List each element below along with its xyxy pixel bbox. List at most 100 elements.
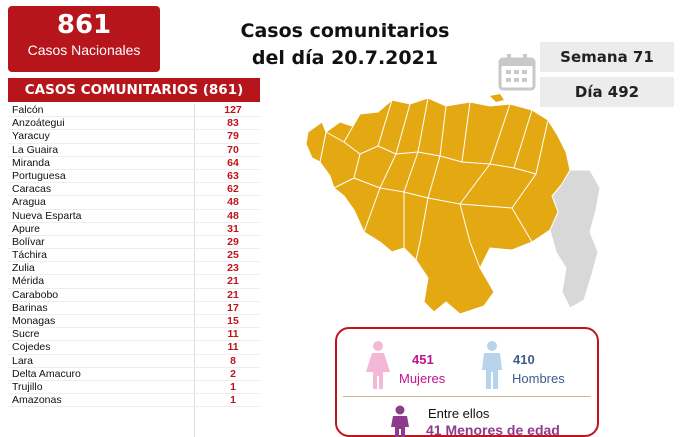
state-name: Zulia — [12, 262, 35, 275]
list-item: Sucre 11 — [8, 328, 260, 342]
national-cases-box: 861 Casos Nacionales — [8, 6, 160, 72]
state-case-count: 62 — [227, 183, 239, 196]
female-label: Mujeres — [399, 371, 446, 386]
among-them-label: Entre ellos — [428, 406, 490, 421]
row-divider — [8, 142, 260, 144]
list-item: Yaracuy 79 — [8, 130, 260, 144]
row-divider — [8, 327, 260, 329]
state-name: Caracas — [12, 183, 52, 196]
gender-breakdown-box — [335, 327, 599, 437]
list-item: Táchira 25 — [8, 249, 260, 263]
state-name: Yaracuy — [12, 130, 50, 143]
row-divider — [8, 208, 260, 210]
day-box: Día 492 — [540, 77, 674, 107]
state-name: Amazonas — [12, 394, 62, 407]
list-item: Falcón 127 — [8, 104, 260, 118]
row-divider — [8, 393, 260, 395]
state-name: Carabobo — [12, 288, 59, 301]
state-case-count: 63 — [227, 169, 239, 182]
row-divider — [8, 155, 260, 157]
state-case-count: 29 — [227, 235, 239, 248]
state-case-count: 15 — [227, 315, 239, 327]
male-count: 410 — [513, 352, 535, 367]
list-item: Zulia 23 — [8, 262, 260, 276]
state-name: Delta Amacuro — [12, 367, 81, 380]
state-name: Sucre — [12, 328, 40, 341]
calendar-icon — [498, 54, 536, 91]
state-name: Táchira — [12, 249, 48, 262]
state-case-count: 11 — [227, 328, 239, 341]
state-case-count: 1 — [230, 394, 236, 407]
state-name: Cojedes — [12, 341, 51, 354]
page-title: Casos comunitarios del día 20.7.2021 — [200, 18, 490, 72]
list-item: Aragua 48 — [8, 196, 260, 210]
male-label: Hombres — [512, 371, 565, 386]
row-divider — [8, 168, 260, 170]
state-case-count: 25 — [227, 249, 239, 262]
state-name: Bolívar — [12, 235, 45, 248]
list-item: Amazonas 1 — [8, 394, 260, 408]
week-box: Semana 71 — [540, 42, 674, 72]
state-name: Lara — [12, 354, 34, 367]
row-divider — [8, 221, 260, 223]
list-divider — [194, 104, 195, 437]
list-item: Barinas 17 — [8, 302, 260, 315]
state-case-count: 64 — [227, 156, 239, 169]
row-divider — [8, 340, 260, 342]
row-divider — [8, 182, 260, 184]
row-divider — [8, 116, 260, 118]
row-divider — [8, 287, 260, 289]
row-divider — [8, 379, 260, 381]
row-divider — [8, 274, 260, 276]
state-name: La Guaira — [12, 143, 59, 156]
state-name: Anzoátegui — [12, 117, 65, 130]
state-case-count: 31 — [227, 222, 239, 235]
row-divider — [8, 234, 260, 236]
list-item: La Guaira 70 — [8, 144, 260, 157]
row-divider — [8, 195, 260, 197]
list-item: Portuguesa 63 — [8, 169, 260, 184]
female-count: 451 — [412, 352, 434, 367]
list-item: Monagas 15 — [8, 315, 260, 329]
state-name: Mérida — [12, 275, 45, 288]
state-case-count: 23 — [227, 262, 239, 275]
list-item: Bolívar 29 — [8, 235, 260, 250]
state-name: Apure — [12, 222, 41, 235]
row-divider — [8, 366, 260, 368]
national-cases-count: 861 — [56, 10, 112, 40]
list-item: Caracas 62 — [8, 183, 260, 197]
state-case-count: 48 — [227, 209, 239, 222]
list-item: Apure 31 — [8, 223, 260, 236]
state-case-count: 79 — [227, 130, 239, 143]
list-item: Carabobo 21 — [8, 289, 260, 302]
venezuela-map — [305, 94, 601, 315]
state-name: Falcón — [12, 104, 44, 116]
state-name: Trujillo — [12, 380, 43, 393]
minors-count: 41 Menores de edad — [426, 422, 560, 437]
list-item: Delta Amacuro 2 — [8, 368, 260, 381]
state-name: Aragua — [12, 196, 46, 209]
state-case-count: 2 — [230, 367, 236, 380]
state-case-count: 17 — [227, 301, 239, 314]
child-icon — [391, 405, 409, 437]
state-name: Miranda — [12, 156, 50, 169]
row-divider — [8, 300, 260, 302]
female-icon — [366, 341, 390, 389]
list-item: Nueva Esparta 48 — [8, 210, 260, 223]
state-case-count: 21 — [227, 275, 239, 288]
state-case-count: 70 — [227, 143, 239, 156]
title-line-2: del día 20.7.2021 — [251, 47, 439, 69]
title-line-1: Casos comunitarios — [240, 20, 450, 42]
list-item: Trujillo 1 — [8, 380, 260, 395]
state-name: Portuguesa — [12, 169, 66, 182]
list-item: Cojedes 11 — [8, 341, 260, 355]
national-cases-label: Casos Nacionales — [27, 42, 141, 58]
male-icon — [482, 341, 502, 389]
row-divider — [8, 129, 260, 131]
state-case-count: 127 — [224, 104, 242, 116]
state-name: Monagas — [12, 315, 56, 327]
state-name: Barinas — [12, 301, 48, 314]
state-case-count: 1 — [230, 380, 236, 393]
state-case-count: 8 — [230, 354, 236, 367]
list-item: Lara 8 — [8, 355, 260, 368]
